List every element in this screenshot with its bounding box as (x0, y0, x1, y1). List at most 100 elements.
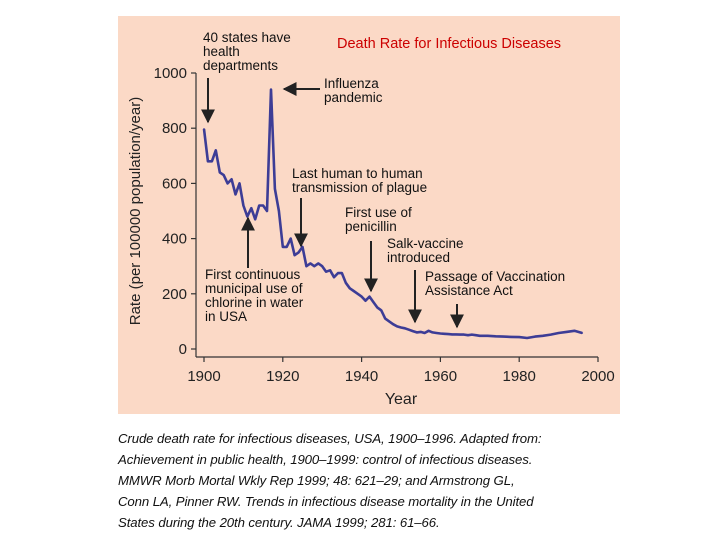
y-tick-label: 400 (162, 231, 187, 248)
data-point (376, 306, 379, 309)
data-point (203, 128, 205, 130)
axes (195, 73, 598, 358)
caption-line: Conn LA, Pinner RW. Trends in infectious… (118, 494, 534, 509)
data-point (494, 335, 497, 338)
data-point (258, 204, 261, 207)
x-tick-label: 1960 (424, 368, 457, 385)
data-point (368, 295, 371, 298)
annotation-text: Assistance Act (425, 283, 513, 298)
data-point (356, 292, 359, 295)
data-point (364, 299, 367, 302)
data-point (388, 320, 391, 323)
data-point (289, 237, 292, 240)
data-point (415, 331, 418, 334)
data-point (384, 317, 387, 320)
data-point (293, 254, 296, 257)
annotation-text: Influenza (324, 76, 379, 91)
data-point (281, 246, 284, 248)
data-point (297, 251, 300, 254)
data-point (502, 335, 505, 338)
data-point (431, 331, 434, 334)
data-point (565, 331, 568, 333)
data-point (486, 334, 489, 337)
data-point (211, 160, 213, 163)
data-point (557, 332, 560, 334)
x-tick-label: 1940 (345, 368, 378, 385)
data-point (305, 265, 308, 268)
annotation-text: municipal use of (205, 281, 303, 296)
x-axis-label: Year (385, 391, 418, 408)
data-point (404, 327, 406, 330)
data-point (467, 334, 469, 337)
data-point (301, 246, 304, 248)
data-point (549, 333, 552, 336)
data-point (427, 329, 430, 332)
data-point (423, 332, 426, 334)
y-axis-label: Rate (per 100000 population/year) (127, 97, 144, 326)
annotation-text: 40 states have (203, 30, 291, 45)
data-point (250, 207, 253, 210)
data-point (518, 336, 521, 338)
data-point (475, 334, 477, 337)
data-point (455, 333, 458, 336)
data-point (451, 333, 454, 336)
data-point (419, 331, 422, 333)
data-point (341, 272, 343, 274)
x-tick-label: 1920 (266, 368, 299, 385)
data-point (447, 333, 450, 335)
data-point (278, 210, 280, 212)
data-point (254, 218, 257, 221)
data-point (400, 326, 402, 329)
data-point (510, 336, 513, 338)
data-point (439, 332, 442, 335)
data-point (408, 328, 410, 331)
data-point (443, 332, 446, 335)
data-point (274, 188, 276, 190)
data-point (526, 337, 528, 339)
data-point (218, 171, 221, 174)
annotation-text: Passage of Vaccination (425, 269, 565, 284)
annotation-text: departments (203, 58, 278, 73)
data-point (396, 325, 398, 328)
x-tick-label: 1980 (503, 368, 536, 385)
data-point (309, 262, 312, 265)
chart-panel (118, 16, 620, 414)
data-point (246, 215, 249, 218)
data-point (573, 329, 576, 332)
annotations: 40 states havehealthdepartmentsInfluenza… (201, 30, 565, 329)
data-point (313, 265, 316, 268)
y-tick-label: 800 (162, 120, 187, 137)
data-point (435, 332, 438, 334)
axis-ticks: 0 200 400 600 800 1000 1900 1920 1940 1960 1980 200… (154, 65, 615, 385)
data-point (372, 301, 375, 303)
annotation-text: chlorine in water (205, 295, 304, 310)
data-point (270, 88, 272, 91)
annotation-text: transmission of plague (292, 180, 427, 195)
y-tick-label: 0 (179, 341, 187, 358)
data-point (380, 309, 383, 312)
annotation-text: in USA (205, 309, 247, 324)
data-point (333, 276, 335, 279)
data-point (459, 333, 461, 336)
annotation-text: pandemic (324, 90, 383, 105)
series-points (203, 88, 584, 339)
y-tick-label: 200 (162, 286, 187, 303)
data-point (242, 204, 245, 207)
data-point (230, 178, 233, 181)
data-point (581, 332, 584, 334)
data-point (317, 262, 320, 265)
data-point (392, 323, 394, 326)
data-point (325, 270, 327, 273)
data-point (234, 193, 237, 196)
data-point (348, 287, 351, 290)
annotation-text: First use of (345, 205, 412, 220)
data-point (534, 335, 536, 338)
